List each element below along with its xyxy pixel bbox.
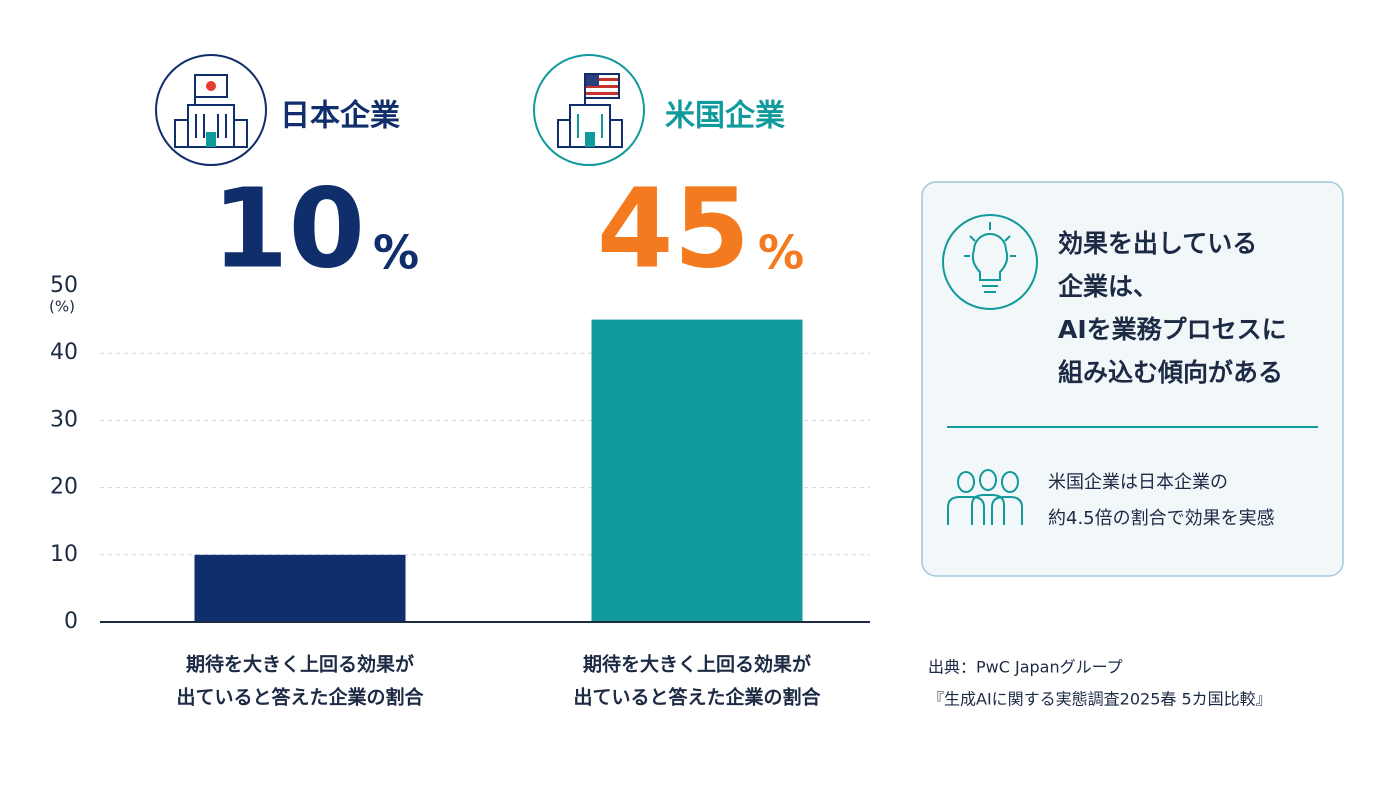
source: 出典：PwC Japanグループ — [928, 658, 1123, 677]
y-tick-label: 10 — [50, 542, 78, 567]
value-label: 45 — [597, 164, 750, 292]
y-tick-label: 30 — [50, 407, 78, 432]
value-unit: % — [373, 226, 419, 280]
callout-headline: 組み込む傾向がある — [1058, 358, 1283, 387]
people-icon — [947, 469, 1023, 525]
y-tick-label: 20 — [50, 475, 78, 500]
y-axis-unit: (%) — [49, 298, 75, 316]
bar — [194, 554, 406, 622]
us-icon — [533, 54, 645, 166]
source: 『生成AIに関する実態調査2025春 5カ国比較』 — [928, 690, 1272, 709]
category-label: 米国企業 — [665, 99, 785, 134]
bar-label: 期待を大きく上回る効果が — [186, 653, 414, 676]
category-label: 日本企業 — [280, 99, 400, 134]
bulb-icon — [942, 214, 1038, 310]
y-tick-label: 0 — [64, 609, 78, 634]
callout-headline: 効果を出している — [1058, 229, 1257, 258]
callout-panel — [921, 181, 1344, 577]
japan-icon — [155, 54, 267, 166]
callout-note: 米国企業は日本企業の — [1048, 472, 1228, 493]
callout-headline: AIを業務プロセスに — [1058, 315, 1287, 344]
value-unit: % — [758, 226, 804, 280]
bar-label: 出ていると答えた企業の割合 — [176, 686, 424, 709]
value-label: 10 — [212, 164, 365, 292]
callout-note: 約4.5倍の割合で効果を実感 — [1048, 508, 1275, 529]
bar-label: 出ていると答えた企業の割合 — [573, 686, 821, 709]
bar-label: 期待を大きく上回る効果が — [583, 653, 811, 676]
bar — [591, 319, 803, 622]
y-tick-label: 50 — [50, 273, 78, 298]
y-tick-label: 40 — [50, 340, 78, 365]
callout-headline: 企業は、 — [1058, 272, 1158, 301]
